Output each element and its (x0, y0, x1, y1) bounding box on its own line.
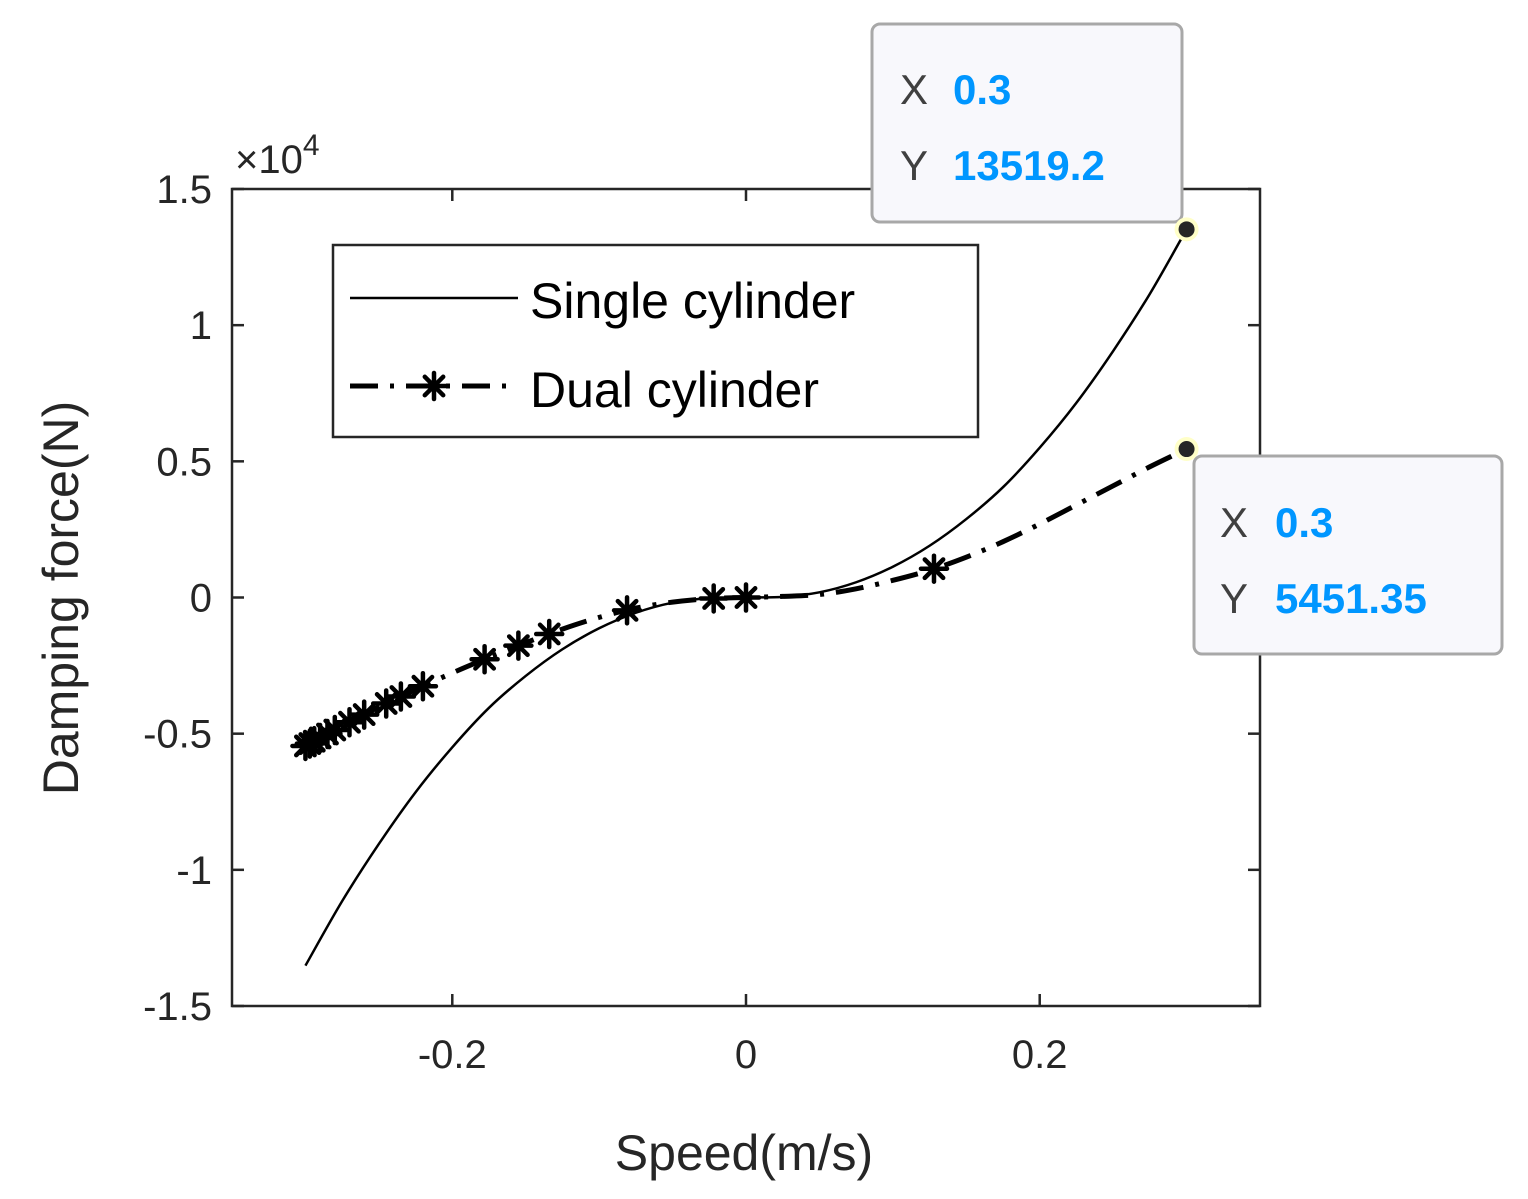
legend-box (331, 243, 980, 439)
datatip-point[interactable] (1178, 221, 1195, 238)
legend-marker-asterisk (418, 370, 450, 402)
dual-cylinder-marker (611, 595, 643, 626)
datatip-y-value: 5451.35 (1275, 575, 1427, 622)
x-tick-label: 0.2 (1012, 1033, 1068, 1077)
datatip-box (1192, 454, 1504, 656)
legend: Single cylinder Dual cylinder (331, 243, 980, 439)
dual-cylinder-marker (918, 553, 950, 584)
y-tick-label: -0.5 (143, 713, 212, 757)
datatip-y-value: 13519.2 (953, 142, 1105, 189)
datatip-point[interactable] (1178, 441, 1195, 458)
y-tick-label: 1 (190, 304, 212, 348)
datatip-dual-cylinder[interactable]: X 0.3 Y 5451.35 (1192, 454, 1504, 656)
dual-cylinder-marker (385, 681, 417, 712)
dual-cylinder-marker (469, 644, 500, 675)
dual-cylinder-marker (533, 618, 565, 650)
legend-label-single-cylinder: Single cylinder (530, 273, 855, 329)
legend-marker-asterisk (418, 370, 450, 402)
dual-cylinder-marker (348, 699, 380, 730)
datatip-y-key: Y (900, 142, 928, 189)
datatips: X 0.3 Y 13519.2 X 0.3 Y 5451.35 (870, 22, 1504, 656)
datatip-single-cylinder[interactable]: X 0.3 Y 13519.2 (870, 22, 1184, 224)
datatip-x-key: X (900, 66, 928, 113)
dual-cylinder-marker (407, 670, 439, 702)
x-tick-label: 0 (735, 1033, 757, 1077)
y-exponent-label: ×104 (235, 129, 320, 182)
dual-cylinder-marker (698, 583, 729, 614)
y-tick-label: -1.5 (143, 985, 212, 1029)
y-tick-label: -1 (176, 849, 212, 893)
y-axis-title: Damping force(N) (33, 401, 89, 796)
y-tick-label: 1.5 (156, 168, 212, 212)
datatip-points (1174, 217, 1199, 462)
datatip-x-value: 0.3 (1275, 499, 1333, 546)
datatip-x-value: 0.3 (953, 66, 1011, 113)
x-axis-title: Speed(m/s) (615, 1125, 873, 1181)
axis-ticks: -0.2 0 0.2 -1.5 -1 -0.5 0 0.5 1 1.5 (143, 168, 1260, 1077)
datatip-x-key: X (1220, 499, 1248, 546)
y-tick-label: 0.5 (156, 440, 212, 484)
dual-cylinder-marker (503, 630, 534, 661)
dual-cylinder-marker (730, 582, 762, 613)
datatip-box (870, 22, 1184, 224)
y-tick-label: 0 (190, 577, 212, 621)
x-tick-label: -0.2 (418, 1033, 487, 1077)
datatip-y-key: Y (1220, 575, 1248, 622)
legend-label-dual-cylinder: Dual cylinder (530, 362, 819, 418)
